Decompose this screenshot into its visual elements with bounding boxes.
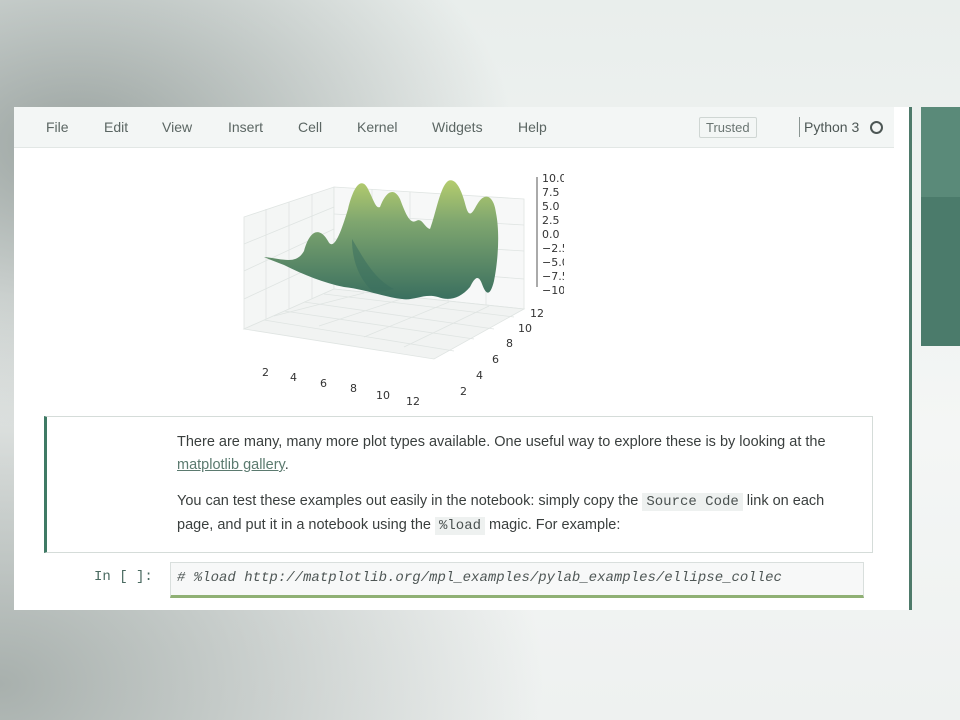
menubar: File Edit View Insert Cell Kernel Widget… — [14, 107, 894, 148]
x-tick: 8 — [350, 382, 357, 395]
plot-surface — [264, 180, 499, 300]
matplotlib-gallery-link[interactable]: matplotlib gallery — [177, 457, 285, 473]
z-tick: −2.5 — [542, 242, 564, 255]
x-tick: 10 — [376, 389, 390, 402]
y-tick: 12 — [530, 307, 544, 320]
cell-prompt: In [ ]: — [94, 569, 153, 585]
kernel-status-icon — [870, 121, 883, 134]
z-tick: −7.5 — [542, 270, 564, 283]
markdown-paragraph: You can test these examples out easily i… — [177, 490, 857, 538]
menu-view[interactable]: View — [162, 119, 193, 135]
menu-cell[interactable]: Cell — [298, 119, 323, 135]
z-tick: −5.0 — [542, 256, 564, 269]
menu-insert[interactable]: Insert — [228, 119, 264, 135]
code-source: # %load http://matplotlib.org/mpl_exampl… — [177, 570, 782, 586]
z-tick: 0.0 — [542, 228, 560, 241]
z-tick: 2.5 — [542, 214, 560, 227]
notebook-window: File Edit View Insert Cell Kernel Widget… — [14, 107, 912, 610]
z-tick: 10.0 — [542, 172, 564, 185]
paragraph-text: link on each page, and put it in a noteb… — [177, 493, 825, 533]
z-tick: 7.5 — [542, 186, 560, 199]
inline-code: %load — [434, 517, 485, 535]
z-tick: −10.0 — [542, 284, 564, 297]
markdown-cell[interactable]: There are many, many more plot types ava… — [44, 416, 873, 553]
menu-help[interactable]: Help — [518, 119, 547, 135]
markdown-paragraph: There are many, many more plot types ava… — [177, 431, 857, 477]
y-tick: 4 — [476, 369, 483, 382]
menu-kernel[interactable]: Kernel — [357, 119, 398, 135]
menu-file[interactable]: File — [46, 119, 69, 135]
paragraph-text: You can test these examples out easily i… — [177, 493, 643, 509]
x-tick: 2 — [262, 366, 269, 379]
x-tick: 6 — [320, 377, 327, 390]
x-tick: 12 — [406, 395, 420, 407]
trusted-badge[interactable]: Trusted — [699, 117, 757, 138]
side-panel-highlight — [921, 107, 960, 197]
code-cell-input[interactable]: # %load http://matplotlib.org/mpl_exampl… — [170, 562, 864, 598]
paragraph-text: . — [284, 457, 289, 473]
paragraph-text: There are many, many more plot types ava… — [177, 434, 826, 450]
paragraph-text: magic. For example: — [485, 517, 621, 533]
kernel-name[interactable]: Python 3 — [804, 119, 860, 135]
y-tick: 6 — [492, 353, 499, 366]
inline-code: Source Code — [642, 493, 743, 511]
y-tick: 8 — [506, 337, 513, 350]
surface-plot: 10.0 7.5 5.0 2.5 0.0 −2.5 −5.0 −7.5 −10.… — [242, 172, 564, 407]
menu-widgets[interactable]: Widgets — [432, 119, 483, 135]
y-tick: 2 — [460, 385, 467, 398]
kernel-separator — [799, 117, 800, 137]
y-tick: 10 — [518, 322, 532, 335]
menu-edit[interactable]: Edit — [104, 119, 129, 135]
z-tick: 5.0 — [542, 200, 560, 213]
x-tick: 4 — [290, 371, 297, 384]
